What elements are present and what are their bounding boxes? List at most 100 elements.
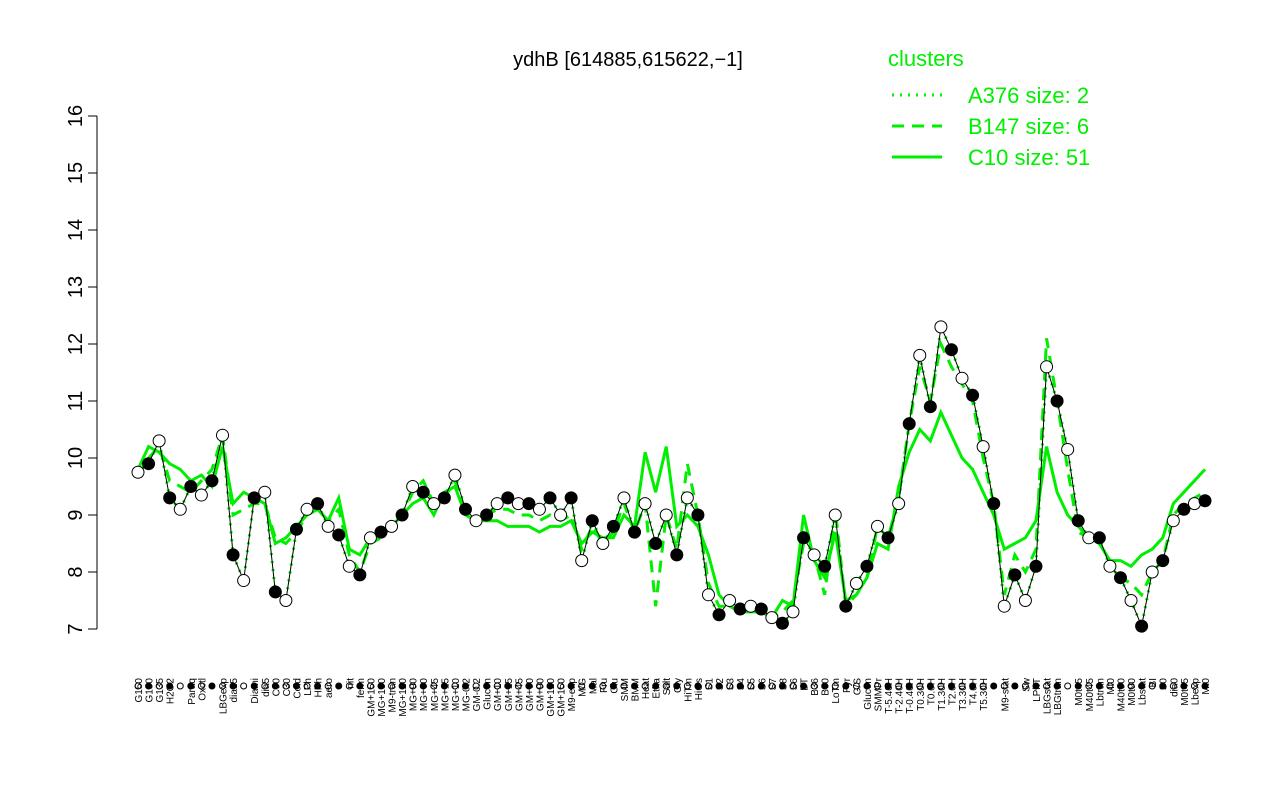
category-dot [176,682,184,690]
category-dot [483,682,491,690]
category-dot [588,682,596,690]
category-dot [335,682,343,690]
category-dot [1032,682,1040,690]
point [416,485,430,499]
category-dot [673,682,681,690]
category-dot [409,682,417,690]
category-dot [990,682,998,690]
y-tick-label: 7 [65,623,87,634]
legend-label: B147 size: 6 [968,114,1089,139]
category-dot [525,682,533,690]
category-dot [736,682,744,690]
category-dot [292,682,300,690]
category-dot [715,682,723,690]
category-dot [557,682,565,690]
category-dot [461,682,469,690]
point [1187,497,1201,511]
category-dot [863,682,871,690]
category-dot [631,682,639,690]
category-dot [345,682,353,690]
point [1018,594,1032,607]
x-tick-label: SMMPr [874,677,885,711]
x-tick-label: T-2.40H [895,678,906,714]
point [216,428,230,442]
x-tick-label: MG+15 [440,678,451,712]
x-tick-label: Diami [250,678,261,704]
point [849,576,863,590]
y-tick-label: 9 [65,509,87,520]
category-dot [916,682,924,690]
point [987,497,1001,511]
x-tick-label: Heat [641,678,652,699]
x-tick-label: S5 [747,678,758,691]
x-tick-label: SMM [620,678,631,701]
category-dot [683,682,691,690]
point [289,522,303,536]
category-dot [398,682,406,690]
y-tick-label: 8 [65,566,87,577]
category-dot [440,682,448,690]
point [1177,502,1191,516]
x-tick-label: G150 [134,678,145,703]
point [892,497,906,511]
x-tick-label: HPh [314,678,325,697]
point [532,502,546,516]
x-tick-label: Pyr [842,677,853,693]
x-tick-label: Glucon [863,678,874,710]
category-dot [1106,682,1114,690]
x-tick-label: T1.30H [937,678,948,711]
x-tick-label: GM-0.2 [472,678,483,712]
point [1029,559,1043,573]
x-tick-label: S3 [726,678,737,691]
point [1156,554,1170,568]
point [638,497,652,511]
y-tick-label: 15 [65,162,87,184]
x-tick-label: T3.30H [958,678,969,711]
category-dot [1053,682,1061,690]
point [966,388,980,402]
category-dot [504,682,512,690]
category-dot [282,682,290,690]
point [765,611,779,625]
category-dot [303,682,311,690]
category-dot [377,682,385,690]
category-dot [388,682,396,690]
x-tick-label: BT [800,678,811,691]
point [828,508,842,522]
point [501,491,515,505]
point [321,519,335,533]
point [564,491,578,505]
point [680,491,694,505]
point [913,348,927,362]
category-dot [1180,682,1188,690]
point [522,497,536,511]
x-tick-label: H2O2 [166,678,177,705]
point [839,599,853,613]
category-dot [947,682,955,690]
x-tick-label: LPhT [1032,678,1043,702]
point [754,602,768,616]
point [691,508,705,522]
x-tick-label: MG-0.2 [461,678,472,712]
x-tick-label: MG+150 [377,678,388,717]
x-tick-label: Mt0 [1106,678,1117,695]
x-tick-label: S7 [768,678,779,691]
category-dot [1000,682,1008,690]
x-tick-label: GM+45 [514,678,525,712]
x-tick-label: S0 [1159,678,1170,691]
point [247,491,261,505]
x-tick-label: Fru [599,678,610,693]
x-tick-label: T0.30H [916,678,927,711]
point [279,594,293,607]
point [194,488,208,502]
point [184,480,198,493]
category-dot [430,682,438,690]
x-tick-label: nit [345,678,356,689]
category-dot [314,682,322,690]
point [173,502,187,516]
point [363,531,377,545]
x-tick-label: M40t90 [1116,678,1127,712]
point [385,519,399,533]
point [469,514,483,528]
category-dot [219,682,227,690]
